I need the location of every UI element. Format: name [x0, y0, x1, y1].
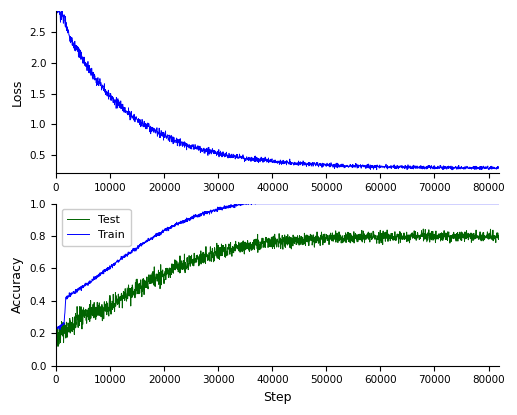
Test	[496, 233, 503, 238]
Y-axis label: Loss: Loss	[11, 78, 24, 106]
Train	[402, 201, 408, 206]
Train	[484, 201, 490, 206]
Test	[55, 344, 61, 349]
Train	[257, 201, 263, 206]
Train	[496, 201, 503, 206]
Test	[483, 235, 490, 240]
Train	[53, 328, 59, 333]
Train	[483, 201, 490, 206]
Line: Train: Train	[56, 204, 499, 330]
Test	[76, 312, 82, 317]
Train	[53, 328, 59, 333]
Train	[269, 201, 275, 206]
Test	[257, 239, 263, 244]
Line: Test: Test	[56, 229, 499, 347]
Test	[269, 235, 275, 240]
Train	[76, 288, 82, 293]
Test	[420, 227, 427, 232]
Legend: Test, Train: Test, Train	[62, 209, 131, 246]
Test	[402, 234, 408, 239]
Train	[233, 201, 239, 206]
Y-axis label: Accuracy: Accuracy	[11, 256, 24, 313]
Test	[484, 232, 490, 237]
Test	[53, 329, 59, 334]
X-axis label: Step: Step	[264, 391, 292, 404]
